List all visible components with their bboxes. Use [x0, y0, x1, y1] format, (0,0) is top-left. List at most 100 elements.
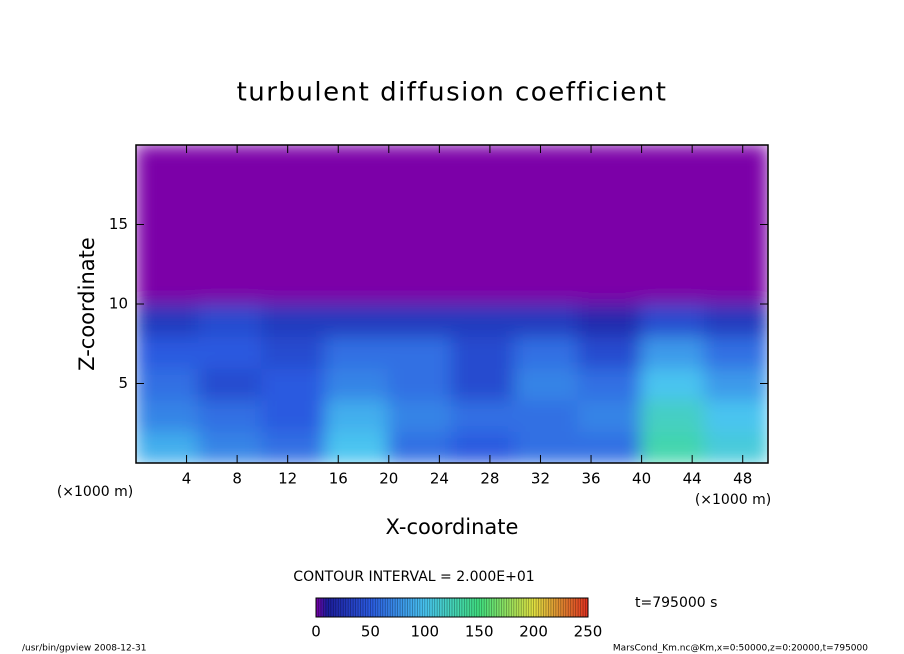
cell: [514, 175, 580, 210]
cell: [387, 175, 453, 210]
cell: [198, 430, 264, 463]
x-tick-label: 28: [480, 470, 499, 488]
cell: [451, 398, 517, 433]
cell: [577, 366, 643, 401]
cell: [577, 271, 643, 305]
cell: [387, 145, 453, 178]
cell: [577, 175, 643, 210]
cell: [703, 207, 768, 242]
cell: [387, 303, 453, 337]
time-label: t=795000 s: [635, 595, 717, 611]
cell: [261, 175, 327, 210]
x-tick-label: 40: [632, 470, 651, 488]
colorbar-tick-label: 150: [465, 623, 494, 641]
cell: [640, 145, 706, 178]
cell: [703, 334, 768, 369]
cell: [324, 366, 390, 401]
cell: [703, 145, 768, 178]
colorbar-tick-label: 200: [519, 623, 548, 641]
y-tick-label: 10: [109, 295, 128, 313]
cell: [136, 398, 201, 433]
cell: [136, 207, 201, 242]
colorbar-tick-label: 50: [361, 623, 380, 641]
cell: [451, 334, 517, 369]
x-tick-label: 44: [683, 470, 702, 488]
cell: [514, 398, 580, 433]
cell: [198, 207, 264, 242]
cell: [514, 303, 580, 337]
x-tick-label: 32: [531, 470, 550, 488]
cell: [198, 366, 264, 401]
cell: [640, 366, 706, 401]
cell: [577, 430, 643, 463]
cell: [198, 175, 264, 210]
cell: [387, 239, 453, 274]
cell: [261, 366, 327, 401]
x-tick-label: 48: [733, 470, 752, 488]
colorbar-tick-label: 250: [574, 623, 603, 641]
cell: [451, 366, 517, 401]
cell: [198, 334, 264, 369]
chart-title: turbulent diffusion coefficient: [237, 78, 668, 108]
cell: [387, 207, 453, 242]
cell: [261, 145, 327, 178]
cell: [324, 398, 390, 433]
cell: [261, 271, 327, 305]
colorbar-tick-label: 0: [311, 623, 321, 641]
cell: [640, 239, 706, 274]
x-tick-label: 8: [232, 470, 242, 488]
cell: [198, 145, 264, 178]
cell: [577, 334, 643, 369]
cell: [261, 239, 327, 274]
cell: [451, 145, 517, 178]
cell: [703, 239, 768, 274]
cell: [387, 334, 453, 369]
cell: [136, 145, 201, 178]
cell: [387, 430, 453, 463]
cell: [324, 334, 390, 369]
cell: [324, 145, 390, 178]
cell: [514, 334, 580, 369]
cells: [136, 145, 768, 463]
cell: [136, 303, 201, 337]
cell: [514, 430, 580, 463]
colorbar: [315, 597, 589, 618]
cell: [136, 334, 201, 369]
cell: [324, 175, 390, 210]
cell: [324, 207, 390, 242]
cell: [514, 239, 580, 274]
y-tick-label: 5: [118, 374, 128, 392]
cell: [324, 430, 390, 463]
x-tick-label: 20: [379, 470, 398, 488]
x-axis-label: X-coordinate: [386, 515, 519, 539]
y-tick-label: 15: [109, 215, 128, 233]
cell: [703, 271, 768, 305]
cell: [451, 207, 517, 242]
cell: [198, 239, 264, 274]
cell: [136, 430, 201, 463]
x-tick-label: 4: [182, 470, 192, 488]
cell: [640, 334, 706, 369]
cell: [261, 398, 327, 433]
field: [136, 145, 768, 463]
cell: [640, 430, 706, 463]
cell: [514, 145, 580, 178]
cell: [451, 303, 517, 337]
y-unit: (×1000 m): [57, 484, 133, 500]
cell: [514, 366, 580, 401]
cell: [640, 271, 706, 305]
cell: [451, 239, 517, 274]
cell: [387, 398, 453, 433]
cell: [640, 303, 706, 337]
cell: [640, 175, 706, 210]
cell: [703, 430, 768, 463]
cell: [703, 175, 768, 210]
cell: [198, 271, 264, 305]
cell: [198, 303, 264, 337]
cell: [261, 303, 327, 337]
cell: [577, 145, 643, 178]
cell: [136, 175, 201, 210]
cell: [451, 430, 517, 463]
cell: [514, 207, 580, 242]
